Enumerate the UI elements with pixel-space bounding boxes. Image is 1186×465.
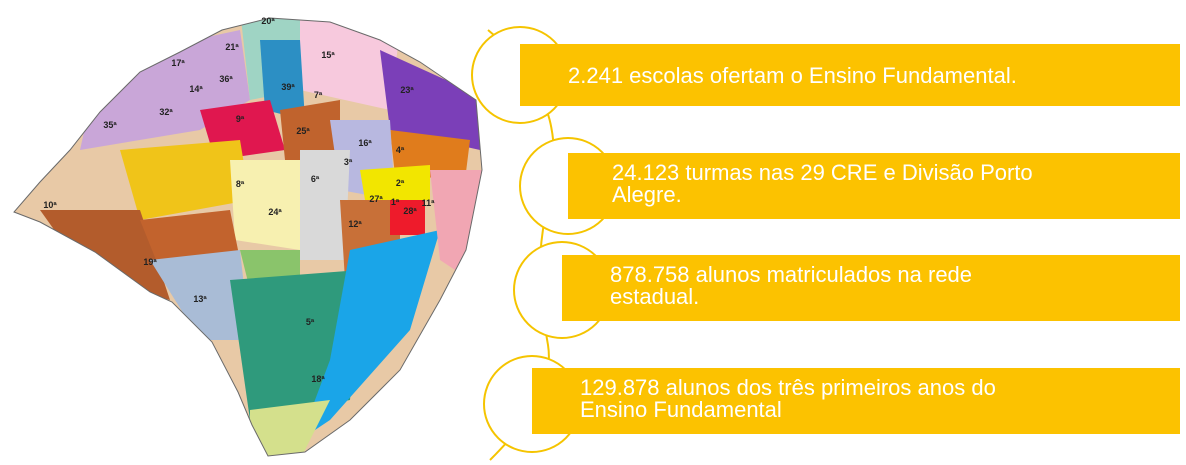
region-label: 2ª (396, 178, 405, 188)
map-region (40, 210, 170, 300)
lagoon (300, 230, 440, 440)
fact-text: Ensino Fundamental (580, 397, 782, 422)
map-region (120, 140, 250, 220)
region-label: 21ª (225, 42, 239, 52)
map-outline (13, 17, 483, 457)
state-map (14, 18, 482, 456)
map-region (260, 40, 305, 120)
region-label: 7ª (314, 90, 323, 100)
region-label: 18ª (311, 374, 325, 384)
region-label: 17ª (171, 58, 185, 68)
map-region (360, 165, 430, 200)
region-label: 39ª (281, 82, 295, 92)
fact-bar (580, 255, 1180, 321)
fact-bar-overlap (562, 255, 612, 321)
fact-bar (545, 44, 1180, 106)
map-region (430, 170, 482, 280)
region-label: 8ª (236, 179, 245, 189)
region-label: 9ª (236, 114, 245, 124)
fact-bar-overlap (520, 44, 570, 106)
region-label: 25ª (296, 126, 310, 136)
region-label: 5ª (306, 317, 315, 327)
region-label: 3ª (344, 157, 353, 167)
map-region (300, 150, 350, 260)
region-label: 1ª (391, 197, 400, 207)
fact-text: 2.241 escolas ofertam o Ensino Fundament… (568, 63, 1017, 88)
region-label: 14ª (189, 84, 203, 94)
fact-text: 129.878 alunos dos três primeiros anos d… (580, 375, 996, 400)
region-label: 12ª (348, 219, 362, 229)
map-region (390, 200, 425, 235)
facts: 2.241 escolas ofertam o Ensino Fundament… (471, 26, 1180, 453)
region-label: 35ª (103, 120, 117, 130)
region-label: 28ª (403, 206, 417, 216)
region-labels: 20ª 15ª 21ª 17ª 36ª 14ª 39ª 32ª 9ª 7ª 23ª 35ª 25ª 16ª… (43, 16, 435, 384)
region-label: 4ª (396, 145, 405, 155)
fact-bar-overlap (568, 153, 618, 219)
map-region (150, 250, 250, 340)
map-region (250, 400, 330, 456)
region-label: 27ª (369, 194, 383, 204)
fact-text: estadual. (610, 284, 699, 309)
region-label: 19ª (143, 257, 157, 267)
region-label: 36ª (219, 74, 233, 84)
region-label: 13ª (193, 294, 207, 304)
fact-text: Alegre. (612, 182, 682, 207)
fact-bar-overlap (532, 368, 582, 434)
region-label: 6ª (311, 174, 320, 184)
region-label: 32ª (159, 107, 173, 117)
fact-bar (555, 368, 1180, 434)
fact-text: 24.123 turmas nas 29 CRE e Divisão Porto (612, 160, 1033, 185)
region-label: 23ª (400, 85, 414, 95)
map-region (380, 50, 482, 150)
region-label: 15ª (321, 50, 335, 60)
fact-text: 878.758 alunos matriculados na rede (610, 262, 972, 287)
region-label: 11ª (422, 198, 436, 208)
fact-bar (590, 153, 1180, 219)
region-label: 24ª (268, 207, 282, 217)
region-label: 16ª (358, 138, 372, 148)
map-region (230, 160, 300, 250)
region-label: 10ª (43, 200, 57, 210)
region-label: 20ª (261, 16, 275, 26)
